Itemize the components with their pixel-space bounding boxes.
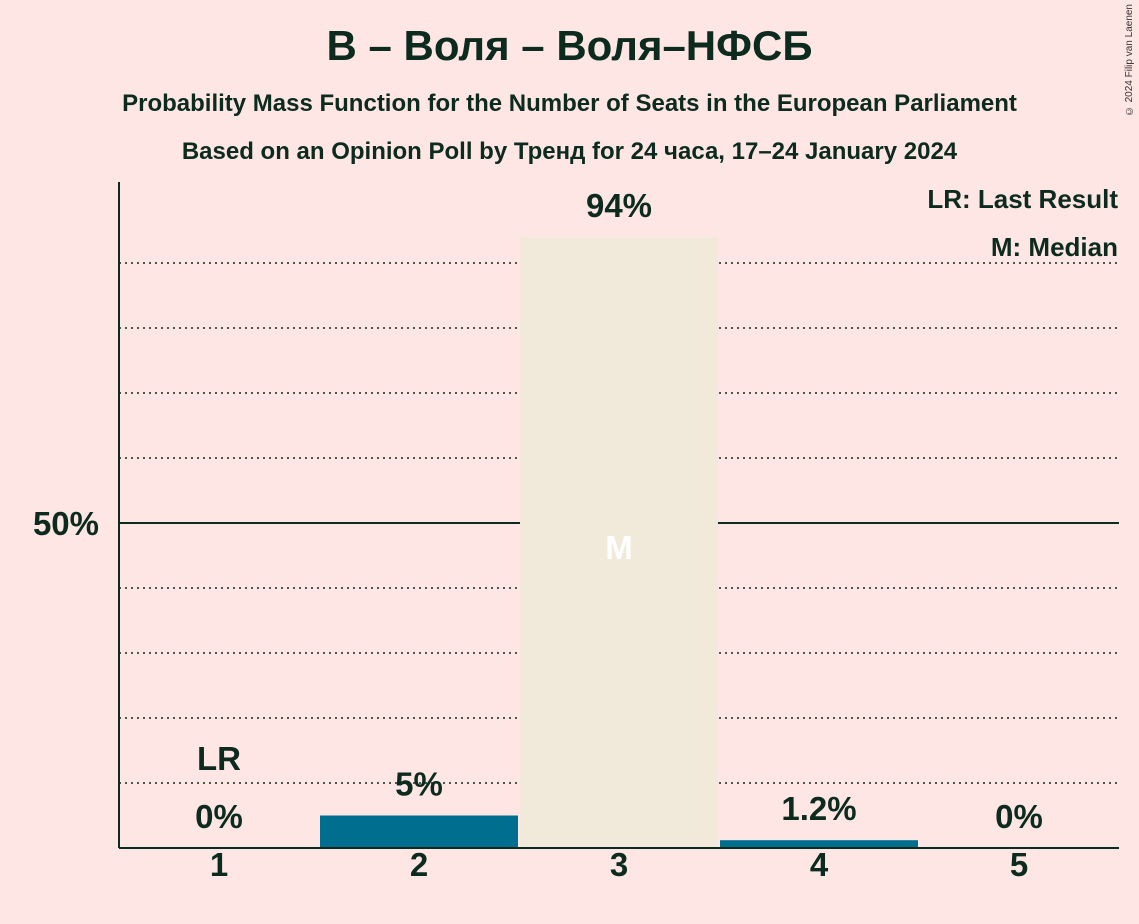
x-tick-label-1: 1	[210, 846, 228, 883]
value-label-5: 0%	[995, 798, 1043, 835]
legend-last-result: LR: Last Result	[927, 184, 1118, 214]
value-label-2: 5%	[395, 766, 443, 803]
last-result-marker: LR	[197, 740, 241, 777]
chart-subtitle-1: Probability Mass Function for the Number…	[122, 90, 1017, 117]
value-label-3: 94%	[586, 187, 652, 224]
bar-4	[720, 840, 918, 848]
x-tick-label-5: 5	[1010, 846, 1028, 883]
chart-subtitle-2: Based on an Opinion Poll by Тренд for 24…	[181, 138, 958, 165]
y-tick-label-50: 50%	[33, 505, 99, 542]
bar-2	[320, 815, 518, 848]
value-label-4: 1.2%	[781, 790, 856, 827]
x-tick-label-4: 4	[810, 846, 829, 883]
value-label-1: 0%	[195, 798, 243, 835]
bar-3	[520, 237, 718, 848]
legend-median: M: Median	[990, 232, 1118, 262]
median-marker: M	[605, 529, 633, 566]
x-tick-label-2: 2	[410, 846, 428, 883]
x-tick-label-3: 3	[610, 846, 628, 883]
chart-title: В – Воля – Воля–НФСБ	[326, 22, 813, 69]
